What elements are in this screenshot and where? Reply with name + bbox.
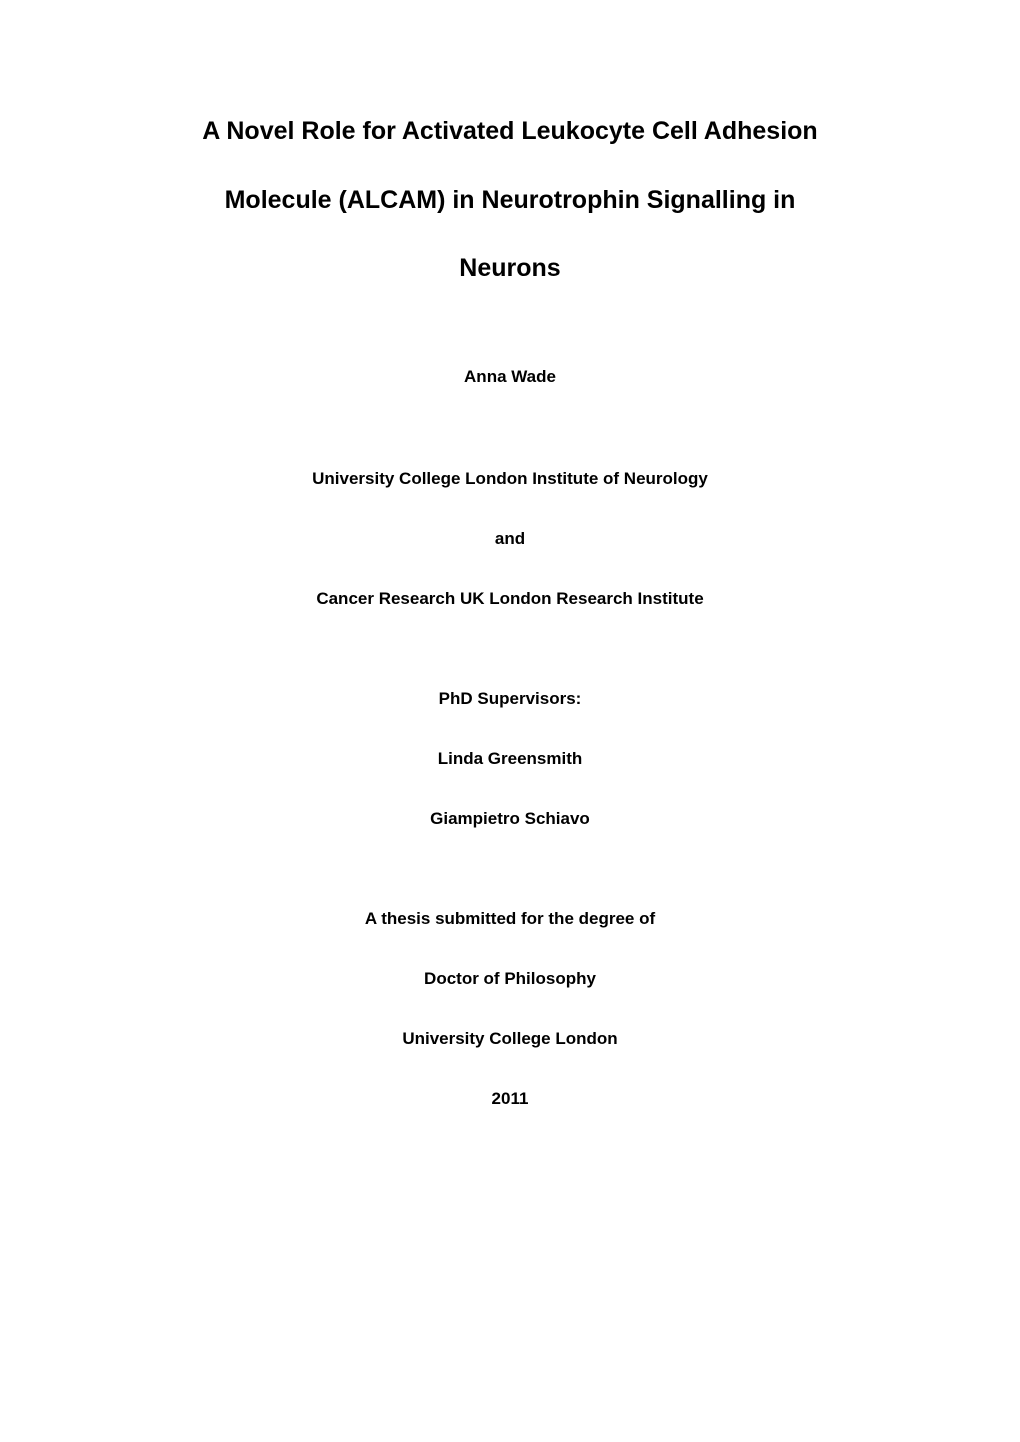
title-block: A Novel Role for Activated Leukocyte Cel… [130,115,890,1109]
author-name: Anna Wade [130,367,890,387]
title-line-1: A Novel Role for Activated Leukocyte Cel… [130,115,890,148]
title-line-2: Molecule (ALCAM) in Neurotrophin Signall… [130,184,890,217]
supervisors-label: PhD Supervisors: [130,689,890,709]
degree: Doctor of Philosophy [130,969,890,989]
year: 2011 [130,1089,890,1109]
affiliation-2: Cancer Research UK London Research Insti… [130,589,890,609]
affiliation-1: University College London Institute of N… [130,469,890,489]
affiliation-connector: and [130,529,890,549]
title-page: A Novel Role for Activated Leukocyte Cel… [0,0,1020,1442]
supervisor-2: Giampietro Schiavo [130,809,890,829]
submission-line: A thesis submitted for the degree of [130,909,890,929]
university: University College London [130,1029,890,1049]
title-line-3: Neurons [130,252,890,285]
supervisor-1: Linda Greensmith [130,749,890,769]
